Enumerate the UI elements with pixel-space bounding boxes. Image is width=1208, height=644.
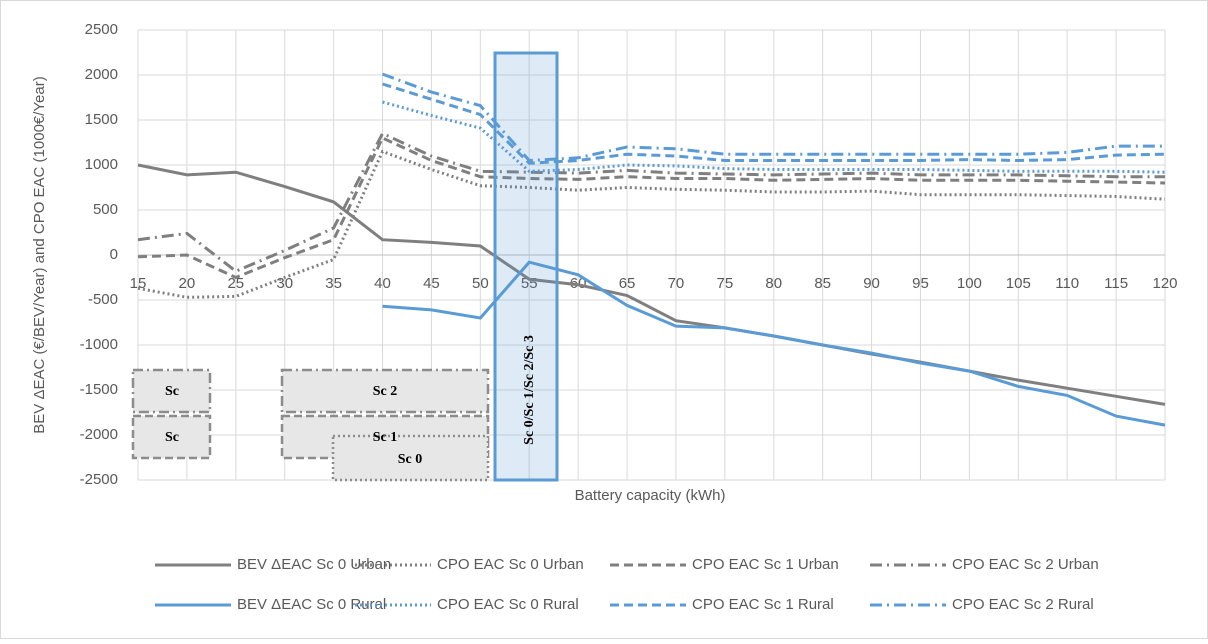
x-tick-label: 65	[619, 275, 636, 292]
x-tick-label: 85	[814, 275, 831, 292]
scenario-boxes: Sc 0/Sc 1/Sc 2/Sc 3 Sc Sc Sc 2 Sc 1 Sc 0	[131, 51, 559, 482]
y-tick-label: 1500	[85, 111, 118, 128]
y-tick-label: -2000	[80, 426, 118, 443]
x-tick-label: 35	[325, 275, 342, 292]
box-label: Sc	[165, 384, 179, 399]
x-tick-label: 105	[1006, 275, 1031, 292]
y-tick-label: 1000	[85, 156, 118, 173]
y-tick-label: -500	[88, 291, 118, 308]
series-line	[382, 82, 1166, 165]
box-label: Sc 2	[373, 384, 398, 399]
band-label: Sc 0/Sc 1/Sc 2/Sc 3	[522, 335, 537, 445]
x-tick-label: 45	[423, 275, 440, 292]
series-line	[137, 131, 1165, 273]
box-label: Sc 1	[373, 430, 398, 445]
series-line	[382, 260, 1166, 427]
x-tick-label: 110	[1055, 275, 1079, 292]
y-axis-title: BEV ΔEAC (€/BEV/Year) and CPO EAC (1000€…	[31, 76, 48, 433]
x-tick-label: 50	[472, 275, 489, 292]
x-tick-label: 120	[1152, 275, 1177, 292]
legend-label: CPO EAC Sc 2 Urban	[952, 556, 1099, 573]
x-tick-label: 90	[863, 275, 880, 292]
grid: -2500 -2000 -1500 -1000 -500 0 500 1000 1500 2000…	[80, 21, 1178, 488]
series-line	[137, 136, 1166, 280]
scenario-box	[280, 368, 490, 414]
x-tick-label: 115	[1104, 275, 1128, 292]
x-tick-label: 100	[957, 275, 982, 292]
box-label: Sc	[165, 430, 179, 445]
series-line	[382, 100, 1166, 174]
y-tick-label: -1500	[80, 381, 118, 398]
scenario-band	[493, 51, 559, 482]
legend-label: CPO EAC Sc 1 Urban	[692, 556, 839, 573]
y-tick-label: 0	[110, 246, 118, 263]
x-axis-title: Battery capacity (kWh)	[575, 487, 726, 504]
scenario-box	[331, 434, 490, 482]
x-tick-label: 40	[374, 275, 391, 292]
series-line	[137, 163, 1166, 406]
y-tick-label: 2000	[85, 66, 118, 83]
legend-label: BEV ΔEAC Sc 0 Urban	[237, 556, 391, 573]
series-line	[382, 72, 1165, 163]
scenario-box	[131, 368, 212, 414]
x-tick-label: 25	[227, 275, 244, 292]
y-tick-label: -2500	[80, 471, 118, 488]
x-tick-label: 95	[912, 275, 929, 292]
y-tick-label: -1000	[80, 336, 118, 353]
box-label: Sc 0	[398, 452, 423, 467]
x-tick-label: 70	[668, 275, 685, 292]
legend: BEV ΔEAC Sc 0 Urban CPO EAC Sc 0 Urban CPO…	[155, 556, 1099, 613]
legend-label: BEV ΔEAC Sc 0 Rural	[237, 596, 386, 613]
scenario-box	[131, 414, 212, 460]
y-tick-label: 2500	[85, 21, 118, 38]
x-tick-label: 15	[130, 275, 147, 292]
x-tick-label: 80	[765, 275, 782, 292]
x-tick-label: 20	[179, 275, 196, 292]
lines	[137, 72, 1166, 427]
x-tick-label: 75	[717, 275, 734, 292]
legend-label: CPO EAC Sc 0 Urban	[437, 556, 584, 573]
legend-label: CPO EAC Sc 2 Rural	[952, 596, 1094, 613]
legend-label: CPO EAC Sc 1 Rural	[692, 596, 834, 613]
y-tick-label: 500	[93, 201, 118, 218]
series-line	[137, 149, 1166, 299]
legend-label: CPO EAC Sc 0 Rural	[437, 596, 579, 613]
